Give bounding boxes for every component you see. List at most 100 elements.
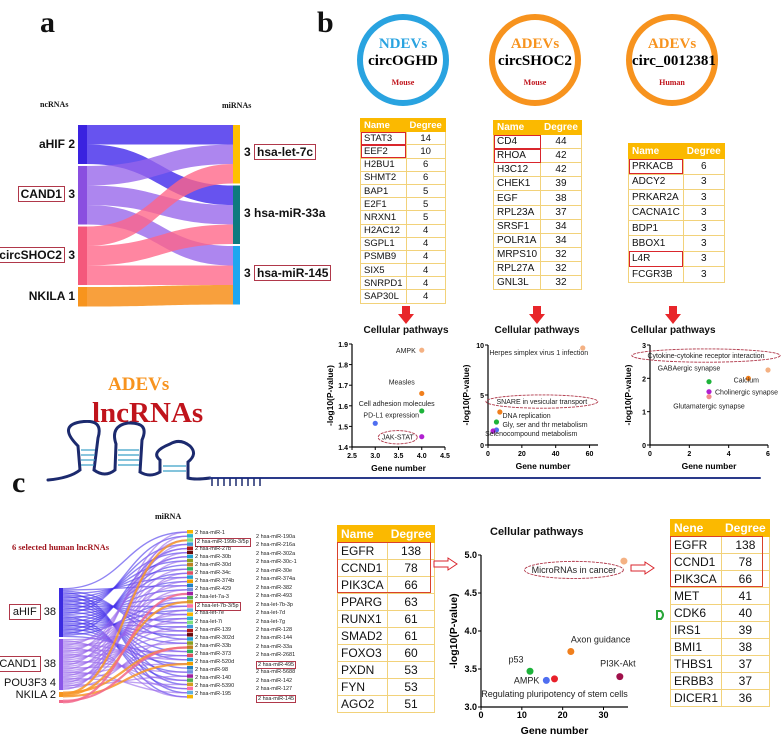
degree-cell: 3 [682,189,725,206]
x-axis-label: Gene number [682,461,737,471]
x-tick-label: 30 [598,710,608,720]
mirna-label: 2 hsa-miR-5390 [195,682,235,689]
x-tick-label: 40 [552,451,560,458]
gene-name-cell: L4R [628,250,684,268]
mirna-label: 2 hsa-let-7d [256,610,286,617]
mirna-node [187,616,193,621]
gene-name-cell: PXDN [337,661,388,679]
data-point [745,375,751,381]
sankey-node-ahif [59,588,63,637]
mirna-label: 2 hsa-miR-302d [195,634,235,641]
sankey-node-hsa-let-7c [233,125,240,184]
data-label: AMPK [514,675,540,685]
lncrna-hairpin-illustration [46,420,761,486]
column-header: Nene [669,519,723,537]
highlight-ellipse [377,430,418,445]
scatter-plot-circshoc2: 0 20 40 60 0 5 10 Gene number -log10(P-value) Her… [461,343,599,471]
sankey-link [62,539,188,695]
degree-cell: 34 [540,218,582,234]
mirna-label: 2 hsa-miR-33a [256,643,293,650]
ncrna-count: 2 [64,136,75,151]
table-row: RUNX1 61 [337,610,436,628]
data-point [551,675,558,683]
panel-label-a: a [40,6,55,39]
degree-cell: 66 [386,576,436,594]
table-row: CCND1 78 [669,553,770,571]
ncrna-count: 3 [64,247,75,262]
data-label: Calcium [734,377,759,384]
gene-name-cell: EGFR [337,542,388,560]
mirna-node [187,624,193,629]
pathways-title: Cellular pathways [630,325,716,336]
degree-cell: 4 [405,276,446,291]
mirna-label: 2 hsa-let-7i [195,618,223,625]
gene-name-cell: NRXN1 [360,210,407,225]
mirna-label: 2 hsa-miR-27b [195,546,232,553]
data-point [419,347,425,353]
mirna-label: 2 hsa-miR-429 [195,586,232,593]
gene-name-cell: FCGR3B [628,266,684,283]
sankey-link [62,649,188,653]
mirna-node [187,567,193,571]
gene-name-cell: EEF2 [360,144,407,159]
table-row: ERBB3 37 [669,672,770,690]
x-tick-label: 0 [486,451,490,458]
gene-name-cell: POLR1A [492,232,542,248]
x-tick-label: 3.5 [394,453,404,460]
mirna-node [187,620,193,625]
gene-name-cell: PSMB9 [360,249,407,265]
table-row: CHEK1 39 [492,176,582,192]
y-tick-label: 3.5 [464,664,477,674]
degree-cell: 37 [540,204,582,220]
y-tick-label: 3 [642,343,646,350]
gene-name-cell: PIK3CA [337,576,388,594]
gene-name-cell: SNRPD1 [360,276,407,291]
sankey-link [62,584,188,591]
mirna-name: hsa-miR-33a [254,205,326,220]
table-row: PIK3CA 66 [337,576,436,594]
degree-cell: 4 [405,263,446,278]
mirna-label: 2 hsa-miR-34c [195,570,231,577]
x-tick-label: 20 [558,710,568,720]
gene-name-cell: CD4 [492,134,542,150]
y-tick-label: 3.0 [464,702,477,712]
gene-name-cell: MET [669,587,723,605]
ev-type: NDEVs [378,36,428,52]
adevs-label: ADEVs [108,374,170,395]
gene-name-cell: THBS1 [669,655,723,673]
table-row: DICER1 36 [669,689,770,707]
table-row: SGPL1 4 [360,236,446,251]
gene-name-cell: CDK6 [669,604,723,622]
pathways-title-c: Cellular pathways [490,526,584,538]
mirna-label: 2 hsa-miR-30b [195,554,232,561]
gene-name-cell: BAP1 [360,183,407,199]
mirna-label: 2 hsa-miR-374b [195,578,235,585]
lncrna-label-nkila: NKILA 2 [16,689,56,701]
table-row: SHMT2 6 [360,170,446,185]
table-header: Nene Degree [669,519,770,537]
table-row: RPL27A 32 [492,260,582,277]
table-row: MRPS10 32 [492,246,582,262]
mirna-label: 2 hsa-let-7a-3 [195,594,229,601]
gene-name-cell: H3C12 [492,162,542,178]
sankey-node-hsa-miR-145 [233,246,240,305]
lncrna-label-pou3f3: POU3F3 4 [4,677,56,689]
mirna-name: hsa-miR-145 [254,265,332,282]
mirna-label: 2 hsa-miR-30e [256,567,293,574]
highlight-ellipse [524,560,624,579]
data-label: Herpes simplex virus 1 infection [489,350,588,357]
data-point [419,390,425,397]
table-header: Name Degree [628,142,725,160]
mirna-node [187,571,193,575]
y-tick-label: 1.8 [338,363,348,370]
degree-cell: 3 [682,219,725,237]
pathways-title: Cellular pathways [494,325,580,336]
mirna-header: miRNA [155,512,182,521]
gene-name-cell: SRSF1 [492,218,542,234]
degree-cell: 6 [405,170,446,185]
data-point [497,409,503,415]
data-label: AMPK [396,348,416,355]
degree-cell: 38 [540,190,582,206]
mirna-count: 3 [244,266,255,281]
table-row: NRXN1 5 [360,210,446,225]
